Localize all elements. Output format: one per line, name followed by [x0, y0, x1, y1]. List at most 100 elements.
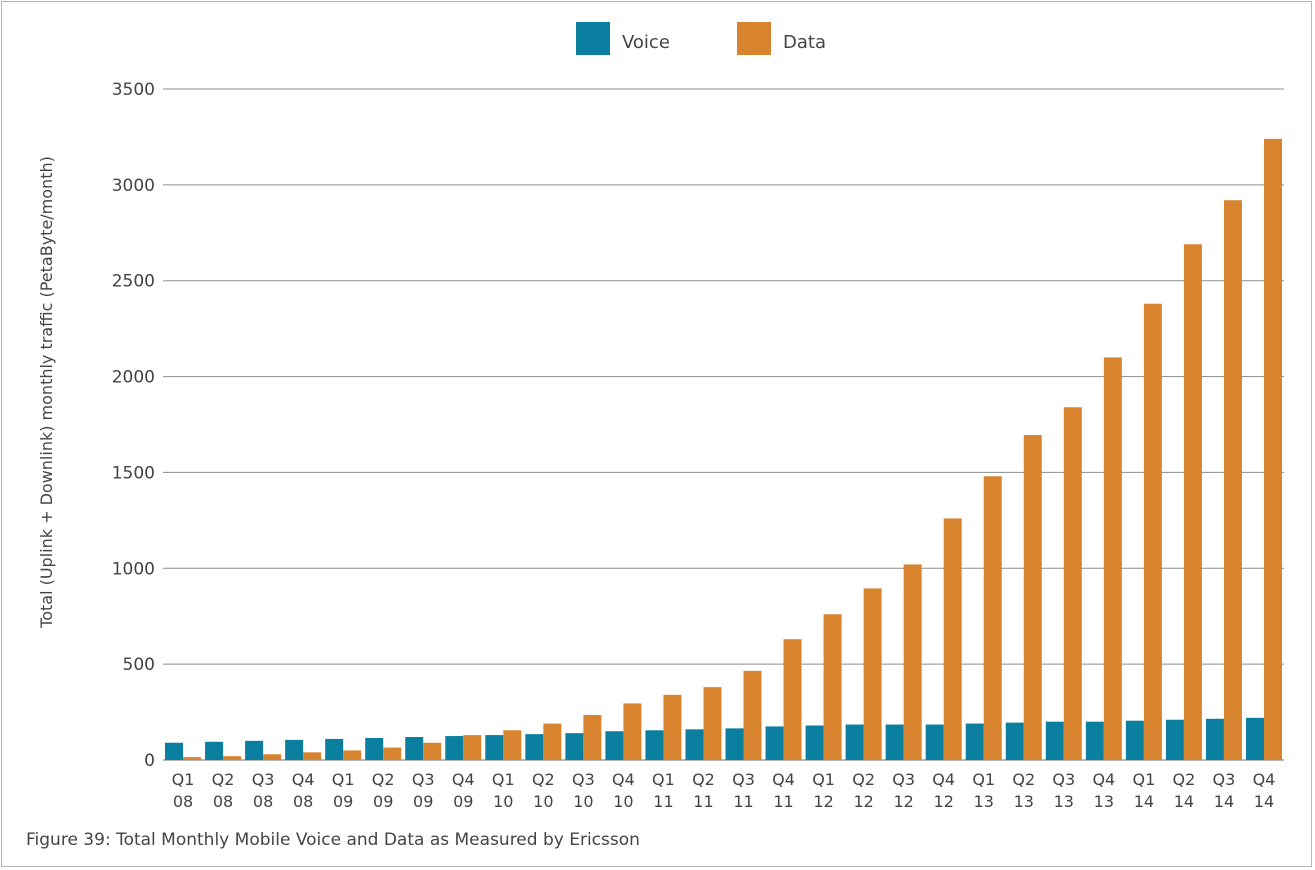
bar-data [383, 747, 402, 760]
x-tick-label-year: 12 [853, 792, 873, 811]
x-tick-label-year: 09 [413, 792, 433, 811]
bar-voice [965, 723, 984, 760]
x-tick-label-quarter: Q4 [772, 770, 795, 789]
x-tick-label-quarter: Q2 [1173, 770, 1196, 789]
figure-caption: Figure 39: Total Monthly Mobile Voice an… [26, 830, 640, 850]
bar-voice [1205, 718, 1224, 760]
bar-data [863, 588, 882, 760]
x-tick-label-year: 10 [533, 792, 553, 811]
bar-voice [685, 729, 704, 760]
x-tick-label-quarter: Q2 [212, 770, 235, 789]
bar-data [583, 714, 602, 760]
bars [165, 138, 1282, 761]
bar-data [783, 639, 802, 760]
x-tick-label-year: 14 [1254, 792, 1274, 811]
x-tick-label-year: 12 [813, 792, 833, 811]
x-tick-label-year: 08 [173, 792, 193, 811]
x-tick-label-year: 13 [974, 792, 994, 811]
x-tick-label-year: 13 [1054, 792, 1074, 811]
x-tick-label-quarter: Q1 [172, 770, 195, 789]
x-tick-label-year: 09 [333, 792, 353, 811]
bar-data [303, 752, 322, 760]
x-tick-label-year: 11 [693, 792, 713, 811]
x-tick-label-quarter: Q3 [1213, 770, 1236, 789]
bar-voice [205, 741, 224, 760]
bar-data [823, 614, 842, 760]
bar-data [983, 476, 1002, 760]
legend-swatch-data [737, 22, 771, 55]
x-tick-label-quarter: Q3 [892, 770, 915, 789]
bar-data [503, 730, 522, 760]
x-tick-label-year: 13 [1014, 792, 1034, 811]
bar-voice [1165, 719, 1184, 760]
x-tick-label-year: 11 [653, 792, 673, 811]
bar-voice [1125, 720, 1144, 760]
bar-voice [885, 724, 904, 760]
bar-voice [925, 724, 944, 760]
y-tick-label: 2500 [112, 272, 155, 292]
y-axis-title: Total (Uplink + Downlink) monthly traffi… [37, 156, 56, 629]
bar-data [943, 518, 962, 760]
x-tick-label-quarter: Q2 [532, 770, 555, 789]
x-tick-label-year: 14 [1134, 792, 1154, 811]
bar-voice [1085, 721, 1104, 760]
y-tick-label: 2000 [112, 368, 155, 388]
x-tick-label-year: 13 [1094, 792, 1114, 811]
bar-data [1063, 407, 1082, 760]
x-tick-label-year: 11 [733, 792, 753, 811]
bar-data [903, 564, 922, 760]
x-tick-label-year: 12 [934, 792, 954, 811]
bar-data [743, 670, 762, 760]
bar-voice [605, 731, 624, 760]
y-tick-label: 1000 [112, 559, 155, 579]
x-tick-label-quarter: Q3 [1052, 770, 1075, 789]
x-tick-label-quarter: Q2 [372, 770, 395, 789]
y-tick-label: 3000 [112, 176, 155, 196]
x-tick-label-quarter: Q4 [612, 770, 635, 789]
x-tick-label-year: 08 [253, 792, 273, 811]
x-tick-label-quarter: Q3 [252, 770, 275, 789]
x-axis-ticks: Q1 08 Q2 08 Q3 08 Q4 08 Q1 09 Q2 09 Q3 09 Q4 09 Q1 10 Q2 10… [172, 770, 1276, 811]
bar-data [1183, 244, 1202, 760]
bar-data [1223, 200, 1242, 761]
y-tick-label: 3500 [112, 80, 155, 100]
x-tick-label-quarter: Q1 [1132, 770, 1155, 789]
y-tick-label: 1500 [112, 463, 155, 483]
x-tick-label-year: 12 [893, 792, 913, 811]
x-tick-label-quarter: Q4 [292, 770, 315, 789]
bar-data [343, 750, 362, 760]
x-tick-label-quarter: Q1 [652, 770, 675, 789]
y-tick-label: 500 [123, 655, 155, 675]
bar-voice [285, 739, 304, 760]
x-tick-label-year: 10 [493, 792, 513, 811]
legend-label-data: Data [783, 32, 826, 53]
bar-voice [765, 726, 784, 760]
y-axis-ticks: 0 500 1000 1500 2000 2500 3000 3500 [112, 80, 155, 771]
bar-voice [525, 734, 544, 760]
bar-data [423, 742, 442, 760]
x-tick-label-quarter: Q1 [812, 770, 835, 789]
x-tick-label-quarter: Q2 [1012, 770, 1035, 789]
x-tick-label-year: 08 [213, 792, 233, 811]
x-tick-label-quarter: Q3 [412, 770, 435, 789]
bar-voice [325, 738, 344, 760]
bar-voice [1245, 717, 1264, 760]
x-tick-label-quarter: Q2 [852, 770, 875, 789]
x-tick-label-quarter: Q1 [332, 770, 355, 789]
y-tick-label: 0 [144, 751, 155, 771]
bar-voice [1045, 721, 1064, 760]
bar-data [463, 735, 482, 760]
bar-voice [405, 736, 424, 760]
x-tick-label-year: 09 [373, 792, 393, 811]
bar-voice [645, 730, 664, 760]
x-tick-label-quarter: Q4 [1092, 770, 1115, 789]
bar-data [623, 703, 642, 760]
bar-data [183, 757, 202, 760]
x-tick-label-year: 14 [1214, 792, 1234, 811]
bar-data [223, 756, 242, 760]
bar-data [543, 723, 562, 760]
bar-data [263, 754, 282, 760]
x-tick-label-year: 11 [773, 792, 793, 811]
